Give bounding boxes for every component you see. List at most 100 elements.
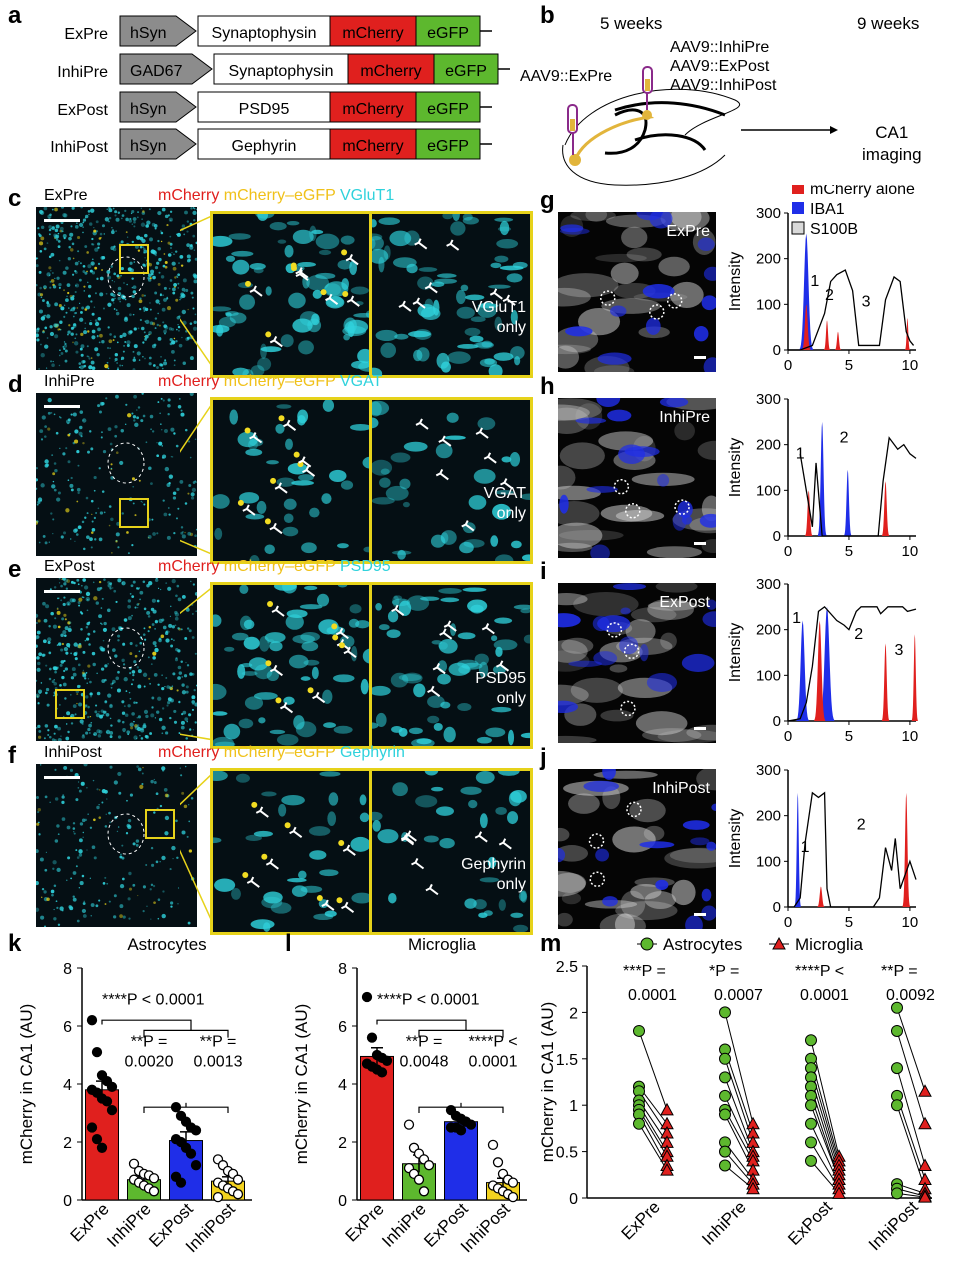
blob (301, 542, 317, 553)
puncta (78, 525, 82, 529)
puncta (37, 504, 39, 506)
puncta (94, 306, 95, 307)
puncta (87, 451, 90, 454)
puncta (143, 310, 145, 312)
puncta (83, 670, 84, 671)
puncta (78, 787, 80, 789)
puncta (68, 603, 69, 604)
colocal-puncta (261, 854, 267, 860)
puncta (74, 833, 76, 835)
blob (309, 226, 316, 241)
iba1-signal (559, 495, 568, 514)
blob (440, 598, 459, 603)
puncta (149, 362, 152, 365)
only-word: only (440, 504, 526, 524)
puncta (101, 269, 103, 271)
puncta (112, 680, 116, 684)
y-tick-label: 0.5 (556, 1145, 578, 1162)
blob (301, 886, 323, 893)
puncta (131, 277, 133, 279)
puncta (140, 419, 143, 422)
puncta (107, 347, 109, 349)
legend-marker: VGluT1 (340, 187, 394, 204)
construct-diagram: ExPre hSyn Synaptophysin mCherry eGFP InhiPre… (0, 12, 510, 172)
x-tick-label: InhiPre (378, 1199, 430, 1251)
puncta (78, 362, 81, 365)
puncta (56, 432, 59, 435)
puncta (46, 314, 50, 318)
puncta (38, 619, 41, 622)
puncta (174, 364, 176, 366)
puncta (128, 872, 131, 875)
y-axis-label: mCherry in CA1 (AU) (538, 1002, 557, 1163)
blob (444, 727, 456, 743)
puncta (51, 253, 55, 257)
puncta (83, 764, 87, 766)
puncta (116, 309, 118, 311)
blob (510, 790, 527, 803)
puncta (97, 692, 101, 696)
puncta (126, 231, 128, 233)
puncta (126, 284, 128, 286)
puncta (111, 552, 112, 553)
data-point (150, 1187, 159, 1196)
puncta (62, 630, 66, 634)
s100b-signal (576, 403, 603, 429)
peak-label: 1 (796, 445, 805, 462)
zoom-merge (212, 399, 372, 562)
blob (323, 722, 336, 728)
puncta (124, 677, 128, 681)
puncta (100, 233, 103, 236)
blob (341, 235, 355, 244)
blob (475, 654, 489, 666)
arrow-icon (399, 301, 411, 311)
y-tick-label: 2 (63, 1135, 72, 1152)
puncta (156, 262, 159, 265)
puncta (142, 767, 143, 768)
peak-label: 1 (801, 839, 810, 856)
astro-point (634, 1025, 645, 1036)
puncta (176, 857, 178, 859)
data-point (383, 1056, 392, 1065)
puncta (87, 813, 88, 814)
puncta (163, 399, 165, 401)
puncta (94, 856, 97, 859)
astro-point (892, 1100, 903, 1111)
construct-row: InhiPre GAD67 Synaptophysin mCherry eGFP (57, 54, 510, 84)
puncta (70, 598, 74, 602)
puncta (95, 904, 98, 907)
puncta (175, 658, 178, 661)
puncta (46, 367, 47, 368)
puncta (36, 644, 38, 647)
puncta (160, 356, 161, 357)
micro-title: ExPost (44, 558, 95, 576)
puncta (123, 351, 125, 353)
puncta (90, 320, 91, 321)
puncta (63, 582, 66, 585)
blob (281, 334, 294, 347)
puncta (75, 798, 78, 801)
arrow-icon (416, 419, 428, 429)
puncta (102, 598, 104, 600)
puncta (117, 639, 119, 641)
puncta (149, 237, 153, 241)
puncta (37, 227, 39, 229)
puncta (151, 519, 153, 521)
puncta (88, 724, 92, 728)
puncta (65, 447, 67, 449)
puncta (76, 865, 78, 867)
puncta (164, 253, 166, 255)
puncta (87, 716, 89, 718)
scale-bar (44, 776, 80, 779)
puncta (94, 710, 97, 713)
scale-bar (694, 727, 706, 730)
blob (463, 588, 487, 592)
puncta (151, 663, 153, 665)
puncta (65, 667, 68, 670)
astro-point (634, 1118, 645, 1129)
puncta (100, 402, 104, 406)
blob (394, 595, 402, 599)
puncta (149, 626, 151, 628)
blob (345, 320, 368, 334)
blob (441, 530, 457, 545)
